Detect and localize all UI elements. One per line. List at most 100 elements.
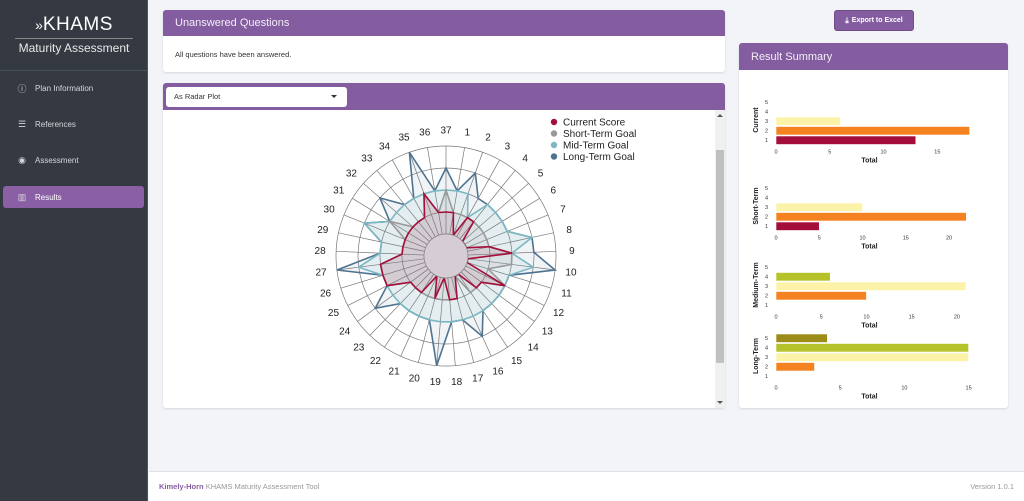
svg-text:3: 3 [765, 355, 768, 361]
plot-type-select[interactable]: As Radar Plot [166, 86, 347, 107]
unanswered-questions-panel: Unanswered Questions All questions have … [163, 10, 725, 72]
list-table-icon: ☰ [17, 118, 27, 129]
svg-text:29: 29 [317, 225, 329, 236]
svg-text:37: 37 [440, 126, 452, 137]
svg-text:2: 2 [765, 129, 768, 135]
svg-text:15: 15 [909, 315, 915, 321]
svg-text:3: 3 [765, 205, 768, 211]
radar-plot-panel: As Radar Plot 37 1 2 3 4 5 6 7 8 9 10 11 12 13 14 15 16 1… [163, 83, 725, 408]
svg-text:0: 0 [774, 315, 777, 321]
svg-text:5: 5 [765, 265, 768, 271]
svg-text:15: 15 [511, 356, 523, 367]
logo-subtitle: Maturity Assessment [18, 41, 130, 55]
footer-tool-name: KHAMS Maturity Assessment Tool [205, 482, 320, 491]
svg-text:20: 20 [946, 236, 952, 242]
svg-text:20: 20 [409, 373, 421, 384]
svg-text:8: 8 [566, 225, 572, 236]
sidebar-item-label: Assessment [35, 155, 79, 165]
svg-text:25: 25 [328, 308, 340, 319]
svg-text:1: 1 [765, 303, 768, 309]
svg-text:2: 2 [765, 365, 768, 371]
svg-text:Long-Term: Long-Term [753, 338, 760, 374]
svg-text:16: 16 [492, 366, 504, 377]
svg-text:2: 2 [765, 215, 768, 221]
logo-title: KHAMS [42, 14, 113, 35]
svg-text:26: 26 [320, 288, 332, 299]
svg-text:1: 1 [465, 127, 471, 138]
svg-text:5: 5 [765, 336, 768, 342]
svg-text:1: 1 [765, 224, 768, 230]
svg-text:15: 15 [903, 236, 909, 242]
svg-text:6: 6 [551, 185, 557, 196]
unanswered-message: All questions have been answered. [175, 50, 292, 59]
svg-text:3: 3 [765, 119, 768, 125]
svg-text:5: 5 [765, 186, 768, 192]
svg-text:4: 4 [765, 346, 768, 352]
info-circle-icon: ⓘ [17, 83, 27, 94]
panel-title: Unanswered Questions [163, 10, 725, 36]
svg-text:Current: Current [753, 107, 760, 133]
sidebar-item-label: Plan Information [35, 83, 94, 93]
svg-text:20: 20 [954, 315, 960, 321]
sidebar-item-references[interactable]: ☰ References [3, 113, 144, 135]
svg-text:24: 24 [339, 326, 351, 337]
svg-text:34: 34 [379, 142, 391, 153]
svg-text:21: 21 [389, 366, 401, 377]
svg-text:Total: Total [861, 394, 877, 401]
svg-text:Total: Total [861, 158, 877, 165]
plot-type-selected: As Radar Plot [174, 92, 221, 101]
svg-text:5: 5 [765, 100, 768, 106]
svg-text:15: 15 [966, 386, 972, 392]
footer-brand: Kimely-Horn [159, 482, 204, 491]
panel-title: Result Summary [739, 43, 1008, 70]
svg-text:1: 1 [765, 138, 768, 144]
svg-text:7: 7 [560, 205, 566, 216]
result-summary-charts: 5 4 3 2 1 Current 0 5 10 15 Total 5 4 3 2 1 Short-Term 0 5… [753, 100, 972, 401]
sidebar-item-assessment[interactable]: ◉ Assessment [3, 149, 144, 171]
svg-text:18: 18 [451, 377, 463, 388]
svg-text:10: 10 [863, 315, 869, 321]
svg-text:11: 11 [561, 288, 572, 299]
bar-chart-icon: ▥ [17, 191, 27, 202]
export-to-excel-button[interactable]: ⤓ Export to Excel [834, 10, 914, 31]
svg-text:30: 30 [324, 205, 336, 216]
svg-text:Total: Total [861, 244, 877, 251]
scroll-thumb[interactable] [716, 150, 724, 363]
svg-text:3: 3 [505, 142, 511, 153]
svg-text:17: 17 [472, 373, 484, 384]
svg-text:31: 31 [333, 185, 345, 196]
svg-text:19: 19 [430, 377, 442, 388]
svg-text:12: 12 [553, 308, 565, 319]
footer: Kimely-Horn KHAMS Maturity Assessment To… [149, 471, 1024, 501]
plot-scrollbar[interactable] [715, 110, 725, 408]
sidebar-item-plan-information[interactable]: ⓘ Plan Information [3, 77, 144, 99]
sidebar: » KHAMS Maturity Assessment ⓘ Plan Inform… [0, 0, 148, 501]
svg-text:1: 1 [765, 374, 768, 380]
sidebar-item-label: Results [35, 192, 62, 202]
svg-text:Current Score: Current Score [563, 118, 626, 129]
scroll-down-arrow-icon[interactable] [717, 401, 723, 404]
footer-version: Version 1.0.1 [970, 482, 1014, 491]
svg-text:22: 22 [370, 356, 382, 367]
svg-text:4: 4 [765, 110, 768, 116]
svg-text:5: 5 [538, 168, 544, 179]
svg-text:9: 9 [569, 246, 575, 257]
svg-text:Short-Term: Short-Term [753, 187, 760, 224]
eye-icon: ◉ [18, 154, 26, 165]
logo-chevrons-icon: » [35, 17, 43, 33]
svg-text:10: 10 [859, 236, 865, 242]
logo-divider [15, 38, 133, 39]
sidebar-item-label: References [35, 119, 76, 129]
radar-chart: 37 1 2345678910111213141516171819202122232… [315, 118, 637, 389]
svg-text:35: 35 [398, 133, 410, 144]
svg-text:0: 0 [774, 150, 777, 156]
result-summary-panel: Result Summary 5 4 3 2 1 Current 0 5 10 15 Total 5 4… [739, 43, 1008, 408]
sidebar-item-results[interactable]: ▥ Results [3, 186, 144, 208]
svg-text:4: 4 [765, 275, 768, 281]
svg-text:14: 14 [528, 342, 540, 353]
svg-text:10: 10 [565, 268, 577, 279]
scroll-up-arrow-icon[interactable] [717, 114, 723, 117]
svg-text:13: 13 [542, 326, 554, 337]
svg-text:3: 3 [765, 284, 768, 290]
svg-text:4: 4 [765, 196, 768, 202]
